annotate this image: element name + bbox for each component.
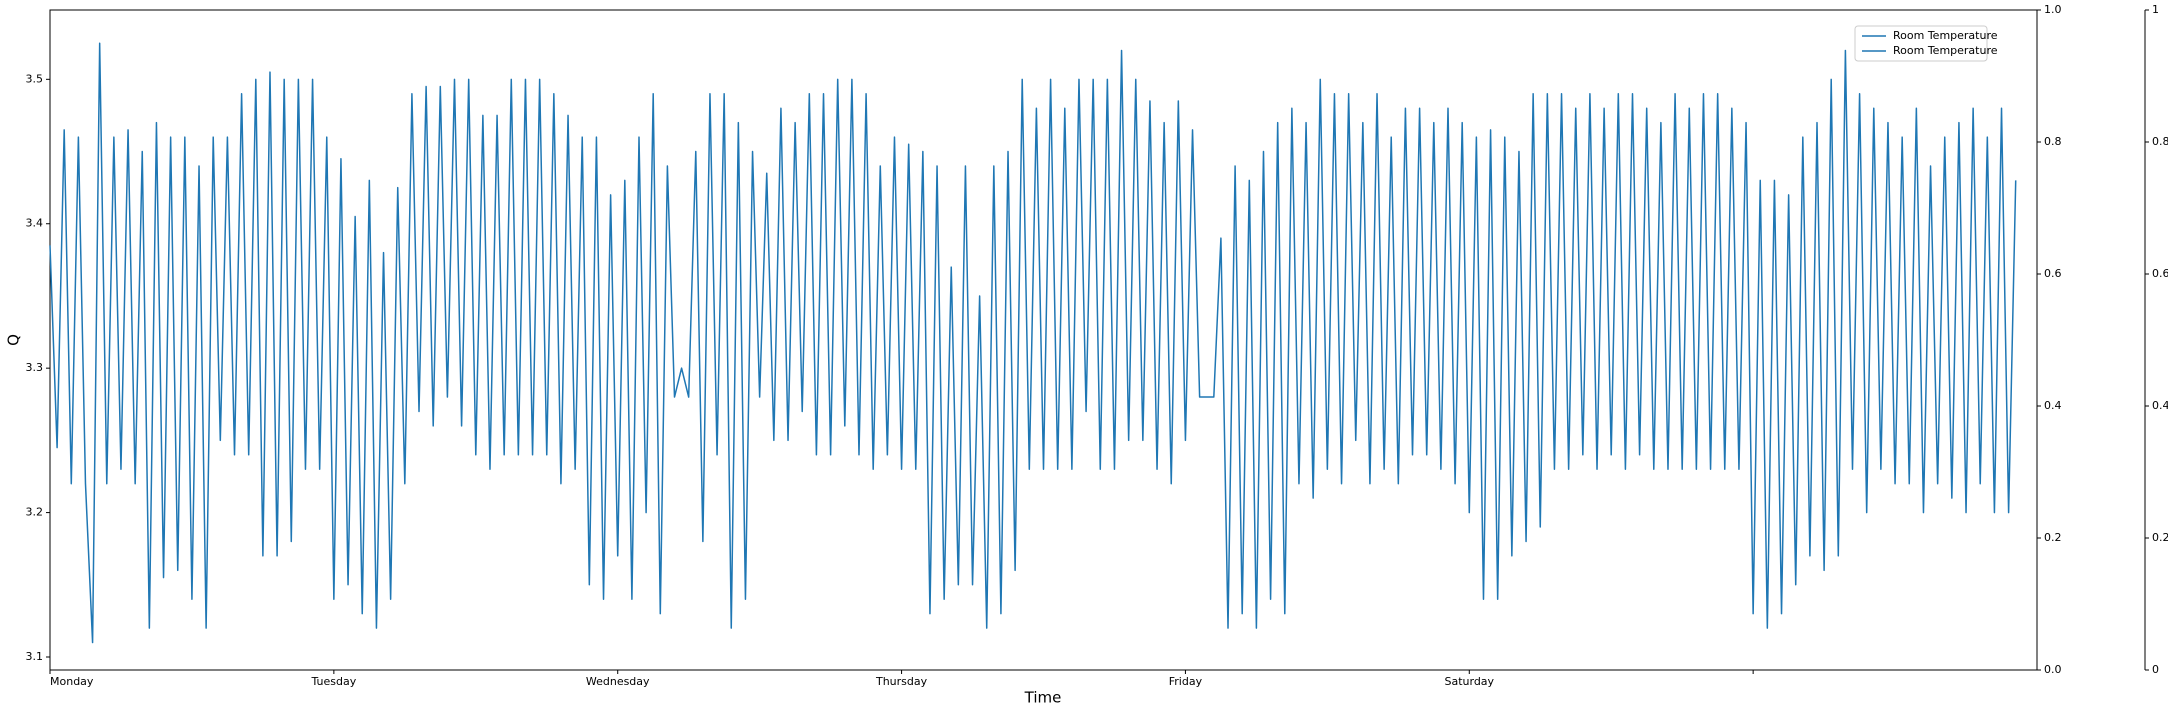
y2-tick-label: 0.6 bbox=[2044, 267, 2062, 280]
y2-tick-label: 0.4 bbox=[2044, 399, 2062, 412]
x-tick-label: Saturday bbox=[1444, 675, 1494, 688]
y3-tick-label: 0 bbox=[2152, 663, 2159, 676]
x-tick-label: Tuesday bbox=[310, 675, 356, 688]
x-tick-label: Monday bbox=[50, 675, 94, 688]
y3-tick-label: 0.6 bbox=[2152, 267, 2168, 280]
y2-tick-label: 0.0 bbox=[2044, 663, 2062, 676]
legend-label: Room Temperature bbox=[1893, 29, 1998, 42]
legend-label: Room Temperature bbox=[1893, 44, 1998, 57]
x-tick-label: Friday bbox=[1169, 675, 1203, 688]
y3-tick-label: 1 bbox=[2152, 3, 2159, 16]
y2-tick-label: 1.0 bbox=[2044, 3, 2062, 16]
x-axis-label: Time bbox=[1024, 689, 1062, 707]
plot-frame bbox=[49, 9, 2038, 671]
legend-box bbox=[1854, 25, 1988, 62]
y-tick-label: 3.2 bbox=[26, 506, 44, 519]
y2-tick-label: 0.8 bbox=[2044, 135, 2062, 148]
x-tick-label: Wednesday bbox=[586, 675, 650, 688]
y3-tick-label: 0.4 bbox=[2152, 399, 2168, 412]
y-tick-label: 3.3 bbox=[26, 361, 44, 374]
y-tick-label: 3.1 bbox=[26, 650, 44, 663]
y2-tick-label: 0.2 bbox=[2044, 531, 2062, 544]
y-tick-label: 3.4 bbox=[26, 217, 44, 230]
y3-tick-label: 0.2 bbox=[2152, 531, 2168, 544]
y-tick-label: 3.5 bbox=[26, 72, 44, 85]
y-axis-label: Q bbox=[5, 334, 23, 346]
x-tick-label: Thursday bbox=[875, 675, 928, 688]
data-line bbox=[49, 42, 2017, 644]
y3-tick-label: 0.8 bbox=[2152, 135, 2168, 148]
